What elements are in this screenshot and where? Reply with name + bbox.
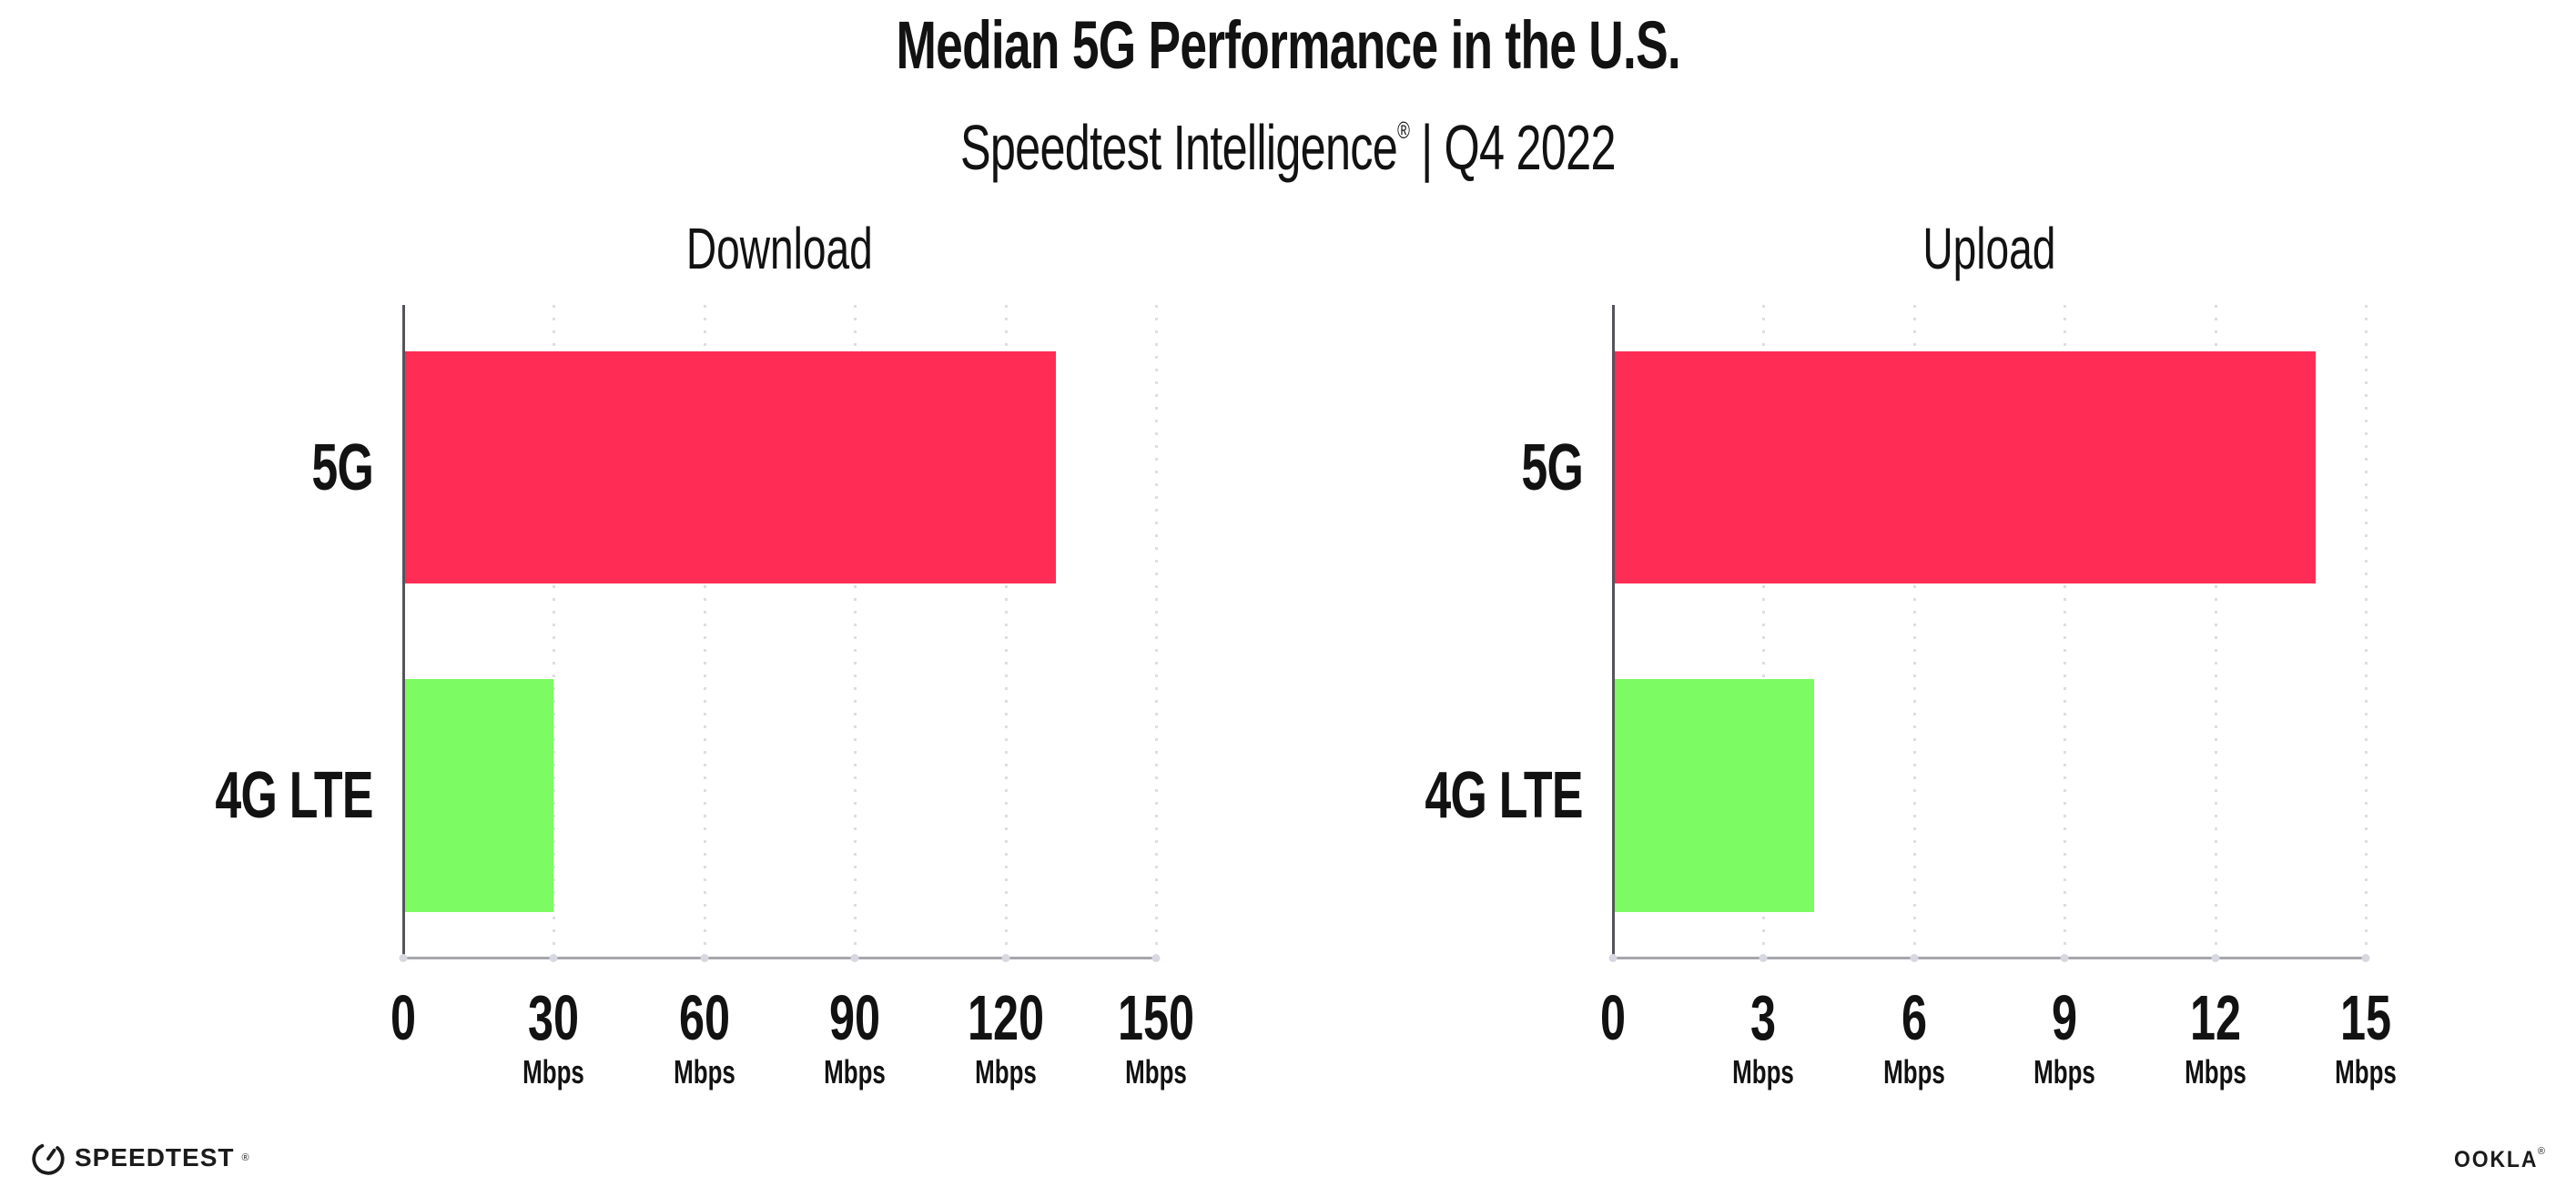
chart-title-download-text: Download [686, 216, 873, 281]
ookla-logo: OOKLA® [2447, 1147, 2545, 1173]
category-label-5g: 5G [1521, 431, 1583, 504]
x-tick-value: 3 [1750, 982, 1777, 1053]
category-label-5g: 5G [311, 431, 373, 504]
x-tick-120: 120 Mbps [952, 985, 1059, 1090]
x-tick-value: 0 [390, 982, 417, 1053]
x-tick-value: 0 [1599, 982, 1627, 1053]
x-tick-value: 6 [1901, 982, 1927, 1053]
gridline [854, 305, 857, 959]
axis-tick-dot [1608, 954, 1618, 962]
chart-title-upload-text: Upload [1922, 216, 2056, 281]
x-tick-unit: Mbps [2335, 1053, 2397, 1090]
gridline [2064, 305, 2067, 959]
x-tick-6: 6 Mbps [1871, 985, 1957, 1090]
axis-tick-dot [1151, 954, 1161, 962]
x-tick-unit: Mbps [1882, 1053, 1945, 1090]
y-axis-line [402, 305, 405, 959]
x-tick-0: 0 [1596, 985, 1631, 1050]
header: Median 5G Performance in the U.S. Speedt… [0, 0, 2576, 184]
speedtest-wordmark: SPEEDTEST [75, 1143, 235, 1172]
subtitle-divider: | [1421, 112, 1433, 183]
gridline [2365, 305, 2368, 959]
x-tick-60: 60 Mbps [662, 985, 747, 1090]
ookla-wordmark: OOKLA [2453, 1147, 2538, 1172]
x-tick-unit: Mbps [522, 1053, 585, 1090]
x-axis-line [403, 957, 1156, 959]
page-subtitle-text: Speedtest Intelligence® | Q4 2022 [960, 95, 1617, 183]
chart-title-download: Download [403, 217, 1156, 280]
subtitle-brand: Speedtest Intelligence [960, 112, 1398, 183]
axis-tick-dot [2211, 954, 2220, 962]
axis-tick-dot [850, 954, 859, 962]
x-tick-unit: Mbps [673, 1053, 735, 1090]
footer: SPEEDTEST ® OOKLA® [0, 1124, 2576, 1197]
axis-tick-dot [549, 954, 558, 962]
x-tick-unit: Mbps [974, 1053, 1037, 1090]
plot-area-download [399, 305, 1161, 962]
x-tick-value: 90 [829, 982, 881, 1053]
x-tick-12: 12 Mbps [2173, 985, 2258, 1090]
y-axis-line [1612, 305, 1615, 959]
category-label-4g-lte: 4G LTE [1425, 759, 1584, 832]
x-tick-unit: Mbps [1732, 1053, 1795, 1090]
upload-chart: Upload 5G 4G LTE 0 3 Mbps 6 Mbps 9 Mbps 12 Mbps 15… [1301, 217, 2397, 1092]
x-tick-value: 120 [967, 982, 1044, 1053]
gridline [1762, 305, 1766, 959]
page-title: Median 5G Performance in the U.S. [0, 9, 2576, 82]
x-tick-value: 12 [2189, 982, 2241, 1053]
x-tick-value: 30 [528, 982, 580, 1053]
axis-tick-dot [1910, 954, 1919, 962]
speedtest-logo: SPEEDTEST ® [29, 1139, 249, 1177]
speedtest-gauge-icon [32, 1143, 65, 1175]
x-tick-unit: Mbps [824, 1053, 887, 1090]
x-tick-150: 150 Mbps [1103, 985, 1210, 1090]
x-tick-value: 150 [1117, 982, 1195, 1053]
axis-tick-dot [700, 954, 709, 962]
registered-trademark-mark: ® [1397, 117, 1410, 144]
x-tick-30: 30 Mbps [511, 985, 596, 1090]
bar-4g-lte [1613, 679, 1814, 912]
download-chart: Download 5G 4G LTE 0 30 Mbps 60 Mbps 90 Mbps 120… [91, 217, 1194, 1092]
bar-4g-lte [403, 679, 554, 912]
x-tick-9: 9 Mbps [2022, 985, 2107, 1090]
gridline [553, 305, 556, 959]
ookla-registered-mark: ® [2537, 1146, 2545, 1157]
axis-tick-dot [1759, 954, 1768, 962]
x-tick-unit: Mbps [2184, 1053, 2246, 1090]
page-subtitle: Speedtest Intelligence® | Q4 2022 [0, 95, 2576, 183]
x-tick-value: 60 [678, 982, 730, 1053]
axis-tick-dot [399, 954, 408, 962]
category-label-4g-lte: 4G LTE [215, 759, 374, 832]
x-tick-value: 15 [2339, 982, 2392, 1053]
bar-5g [403, 351, 1056, 583]
x-tick-3: 3 Mbps [1720, 985, 1806, 1090]
x-tick-0: 0 [386, 985, 421, 1050]
gridline [2214, 305, 2217, 959]
subtitle-period: Q4 2022 [1444, 112, 1617, 183]
x-tick-15: 15 Mbps [2323, 985, 2409, 1090]
axis-tick-dot [2060, 954, 2069, 962]
x-tick-unit: Mbps [1125, 1053, 1187, 1090]
gridline [1912, 305, 1916, 959]
x-tick-unit: Mbps [2033, 1053, 2096, 1090]
x-axis-line [1613, 957, 2366, 959]
gridline [1155, 305, 1158, 959]
axis-tick-dot [1001, 954, 1010, 962]
gridline [703, 305, 706, 959]
gridline [1004, 305, 1008, 959]
plot-area-upload [1608, 305, 2370, 962]
axis-tick-dot [2361, 954, 2370, 962]
page-title-text: Median 5G Performance in the U.S. [896, 7, 1680, 83]
bar-5g [1613, 351, 2316, 583]
chart-title-upload: Upload [1613, 217, 2366, 280]
x-tick-90: 90 Mbps [812, 985, 898, 1090]
x-tick-value: 9 [2052, 982, 2078, 1053]
